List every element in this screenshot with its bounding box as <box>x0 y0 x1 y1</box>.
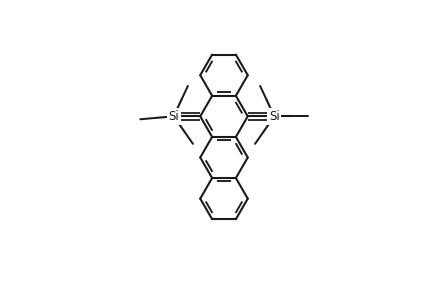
Text: Si: Si <box>269 110 280 123</box>
Text: Si: Si <box>168 110 179 123</box>
